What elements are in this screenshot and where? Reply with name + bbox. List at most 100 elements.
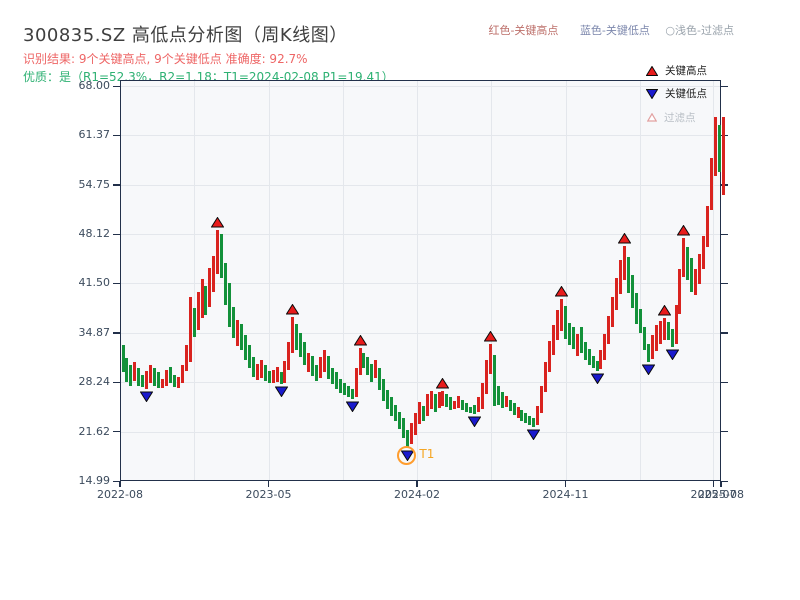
candle-up xyxy=(674,305,678,344)
candle-up xyxy=(540,386,544,414)
candle-down xyxy=(378,367,382,390)
y-tick-mark-right xyxy=(721,431,728,433)
candle-up xyxy=(216,229,220,274)
candle-up xyxy=(374,360,378,379)
y-gridline xyxy=(121,431,720,433)
candle-up xyxy=(706,205,710,247)
key-low-marker xyxy=(274,386,288,398)
candle-up xyxy=(721,117,725,195)
candle-down xyxy=(524,413,528,423)
candle-up xyxy=(409,422,413,445)
y-axis-label: 34.87 xyxy=(78,325,111,339)
key-low-marker xyxy=(590,373,604,384)
candle-down xyxy=(251,357,255,377)
recognition-result-text: 识别结果: 9个关键高点, 9个关键低点 准确度: 92.7% xyxy=(23,52,308,66)
candle-down xyxy=(370,363,374,382)
candle-up xyxy=(536,405,540,426)
candle-down xyxy=(330,367,334,385)
candle-down xyxy=(461,399,465,411)
legend-key-low-label: 关键低点 xyxy=(665,88,707,100)
candle-up xyxy=(548,340,552,373)
candle-down xyxy=(587,349,591,365)
header-legend-gray: ○浅色-过滤点 xyxy=(665,24,734,37)
candle-down xyxy=(642,327,646,350)
t1-label: T1 xyxy=(419,446,435,461)
key-high-marker xyxy=(211,216,225,228)
key-high-marker xyxy=(436,377,450,389)
legend-item-filtered: 过滤点 xyxy=(647,110,696,125)
candle-down xyxy=(386,390,390,409)
x-minor-gridline xyxy=(491,81,493,480)
candle-down xyxy=(398,412,401,429)
candle-up xyxy=(556,310,559,341)
candle-up xyxy=(710,157,714,210)
y-tick-mark-right xyxy=(721,381,728,384)
candle-down xyxy=(638,308,642,333)
y-gridline xyxy=(121,135,720,137)
x-tick-mark xyxy=(416,481,418,487)
key-low-marker xyxy=(641,364,655,375)
y-gridline xyxy=(121,184,720,186)
candle-down xyxy=(362,352,366,369)
key-high-marker xyxy=(554,286,568,297)
x-tick-mark xyxy=(267,481,270,487)
candle-down xyxy=(338,378,342,393)
candle-up xyxy=(184,345,188,371)
y-tick-mark-right xyxy=(721,282,728,285)
x-gridline xyxy=(713,81,715,480)
key-high-marker xyxy=(677,225,691,236)
candle-down xyxy=(390,397,394,417)
candle-up xyxy=(698,254,702,285)
y-gridline xyxy=(121,382,720,384)
key-high-marker xyxy=(286,303,300,315)
x-axis-label: 2025-08 xyxy=(698,488,744,501)
y-gridline xyxy=(121,332,720,334)
key-high-marker xyxy=(657,304,671,316)
y-tick-mark xyxy=(113,233,120,236)
candle-down xyxy=(445,393,449,408)
y-tick-mark-right xyxy=(721,233,728,236)
candle-down xyxy=(631,274,635,309)
candle-down xyxy=(567,322,571,345)
candle-up xyxy=(417,401,421,424)
candle-down xyxy=(342,382,346,396)
candle-down xyxy=(401,418,405,438)
candle-down xyxy=(224,262,228,306)
y-tick-mark xyxy=(113,381,120,384)
x-tick-mark xyxy=(564,481,567,487)
candle-down xyxy=(240,323,243,350)
candle-up xyxy=(275,366,279,382)
x-minor-gridline xyxy=(639,81,641,480)
candle-up xyxy=(453,401,457,410)
legend-filtered-label: 过滤点 xyxy=(664,112,696,124)
y-tick-mark xyxy=(113,431,120,433)
x-gridline xyxy=(565,81,567,480)
candle-down xyxy=(121,344,125,373)
candle-up xyxy=(457,395,461,408)
y-tick-mark-right xyxy=(721,332,728,334)
candle-up xyxy=(149,364,153,384)
candle-down xyxy=(583,341,587,361)
y-tick-mark-right xyxy=(721,85,728,87)
x-tick-mark xyxy=(720,481,722,487)
candle-up xyxy=(176,377,180,388)
candle-down xyxy=(382,378,386,402)
candle-up xyxy=(429,390,433,410)
candle-down xyxy=(168,366,172,384)
y-axis-label: 28.24 xyxy=(78,375,111,389)
x-axis-label: 2024-02 xyxy=(394,488,440,501)
candle-up xyxy=(180,365,184,383)
candle-down xyxy=(717,124,721,173)
candle-down xyxy=(295,323,299,350)
candle-down xyxy=(172,375,176,388)
legend-item-key-low: 关键低点 xyxy=(646,86,707,101)
candle-up xyxy=(425,394,429,417)
candle-up xyxy=(516,407,520,419)
candle-down xyxy=(421,405,425,421)
candle-down xyxy=(315,364,319,382)
key-high-marker xyxy=(483,330,497,342)
candle-up xyxy=(287,342,291,370)
candle-down xyxy=(228,282,232,328)
y-tick-mark xyxy=(113,134,120,137)
